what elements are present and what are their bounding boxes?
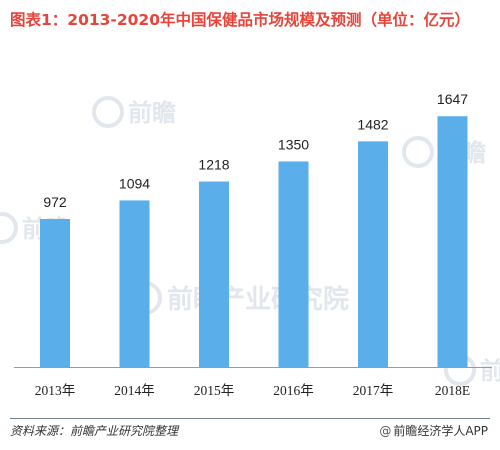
x-tick-label: 2018E	[435, 383, 470, 398]
footer-brand: @ 前瞻经济学人APP	[379, 422, 488, 440]
bar-value-label: 1218	[198, 157, 229, 173]
x-tick-label: 2015年	[194, 383, 235, 398]
source-note: 资料来源：前瞻产业研究院整理	[10, 424, 179, 438]
watermark-logo-icon	[92, 96, 124, 128]
watermark-brand-text: 前瞻	[128, 99, 176, 127]
watermark-layer: 前瞻前瞻前瞻前瞻产业研究院前瞻	[0, 96, 500, 386]
x-tick-labels-group: 2013年 2014年 2015年 2016年 2017年 2018E	[35, 383, 470, 398]
x-tick-label: 2014年	[114, 383, 155, 398]
watermark-logo-icon	[402, 136, 434, 168]
x-tick-label: 2016年	[273, 383, 314, 398]
bar	[358, 141, 388, 367]
watermark: 前瞻产业研究院	[128, 281, 349, 315]
bar-labels-group: 972 1094 1218 1350 1482 1647	[43, 91, 468, 210]
x-tick-label: 2013年	[35, 383, 76, 398]
bar	[40, 219, 70, 367]
bars-group	[40, 116, 468, 367]
bar-value-label: 1094	[119, 175, 150, 191]
bar	[437, 116, 468, 367]
footer-divider	[10, 418, 490, 419]
bar-value-label: 972	[43, 194, 67, 210]
at-icon: @	[379, 424, 392, 438]
bar-value-label: 1350	[278, 136, 309, 152]
x-tick-label: 2017年	[353, 383, 394, 398]
bar	[199, 181, 229, 367]
chart-title: 图表1：2013-2020年中国保健品市场规模及预测（单位：亿元）	[10, 11, 470, 29]
watermark: 前瞻	[92, 96, 176, 128]
watermark-brand-text: 前瞻	[480, 357, 500, 385]
watermark-institute-text: 前瞻产业研究院	[167, 284, 349, 315]
watermark-logo-icon	[0, 212, 18, 244]
footer-brand-label: 前瞻经济学人APP	[393, 424, 488, 438]
bar	[119, 200, 150, 367]
bar-value-label: 1647	[437, 91, 468, 107]
bar	[278, 161, 309, 367]
bar-value-label: 1482	[357, 116, 388, 132]
